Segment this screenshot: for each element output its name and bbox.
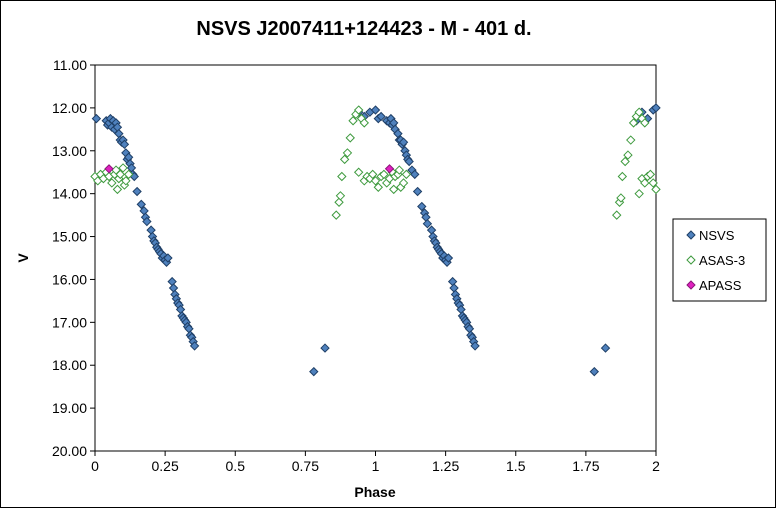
asas-3-point — [617, 171, 628, 182]
asas-3-point — [640, 178, 650, 188]
asas-3-point — [353, 167, 364, 177]
y-tick-label: 12.00 — [52, 100, 87, 116]
plot-area — [94, 64, 657, 452]
asas-3-point — [118, 163, 128, 173]
axis-ticks: 11.00 12.00 13.00 14.00 15.00 16.00 17.00 18.00… — [52, 57, 660, 474]
y-tick-label: 13.00 — [52, 143, 87, 159]
nsvs-point — [142, 216, 152, 227]
nsvs-point — [376, 111, 386, 122]
asas-3-point — [645, 169, 656, 180]
asas-3-point — [331, 210, 341, 220]
asas-3-point — [379, 169, 389, 180]
chart-title: NSVS J2007411+124423 - M - 401 d. — [196, 18, 531, 40]
nsvs-point — [410, 169, 420, 180]
x-tick-label: 1.25 — [432, 458, 459, 474]
asas-3-point — [337, 171, 347, 182]
x-tick-label: 1.5 — [506, 458, 526, 474]
asas-3-point — [628, 118, 639, 128]
nsvs-point — [470, 341, 480, 351]
asas-3-point — [373, 182, 384, 192]
x-tick-label: 0.5 — [226, 458, 246, 474]
y-tick-label: 17.00 — [52, 314, 87, 330]
asas-3-point — [334, 197, 344, 207]
y-tick-label: 19.00 — [52, 400, 87, 416]
nsvs-point — [136, 199, 146, 210]
x-tick-label: 0 — [91, 458, 99, 474]
nsvs-point — [417, 201, 427, 212]
asas-3-point — [345, 133, 355, 143]
nsvs-point — [189, 341, 200, 351]
y-axis-title: V — [15, 253, 31, 263]
y-tick-label: 20.00 — [52, 443, 87, 459]
nsvs-point — [309, 366, 319, 377]
nsvs-point — [91, 113, 102, 124]
asas-3-point — [335, 191, 346, 201]
asas-3-point — [359, 118, 369, 128]
nsvs-point — [398, 137, 409, 147]
nsvs-point — [600, 343, 611, 353]
asas-3-point — [623, 150, 633, 160]
asas-3-point — [648, 178, 658, 188]
nsvs-point — [163, 253, 173, 263]
legend-label-asas-3: ASAS-3 — [699, 253, 745, 268]
x-tick-label: 2 — [652, 458, 660, 474]
asas-3-point — [640, 118, 650, 128]
y-tick-label: 14.00 — [52, 186, 87, 202]
legend-marker-asas-3 — [686, 255, 696, 265]
y-tick-label: 18.00 — [52, 357, 87, 373]
nsvs-point — [651, 103, 661, 113]
asas-3-point — [123, 169, 134, 180]
asas-3-point — [112, 184, 123, 195]
nsvs-point — [320, 343, 330, 353]
legend-marker-nsvs — [686, 230, 696, 240]
y-tick-label: 16.00 — [52, 271, 87, 287]
apass-point — [104, 164, 114, 174]
asas-3-point — [353, 105, 364, 115]
asas-3-point — [620, 156, 630, 167]
legend-marker-apass — [686, 280, 696, 290]
nsvs-point — [404, 156, 414, 167]
asas-3-point — [651, 184, 661, 195]
x-tick-label: 1 — [372, 458, 380, 474]
nsvs-point — [443, 253, 454, 263]
data-points — [90, 103, 661, 377]
asas-3-point — [626, 135, 636, 145]
asas-3-point — [634, 188, 644, 199]
nsvs-point — [119, 139, 130, 150]
asas-3-point — [389, 184, 399, 195]
nsvs-point — [589, 366, 599, 377]
asas-3-point — [616, 193, 626, 203]
apass-point — [384, 164, 395, 174]
asas-3-point — [107, 178, 117, 188]
legend-label-nsvs: NSVS — [699, 228, 735, 243]
nsvs-point — [132, 186, 142, 197]
nsvs-point — [412, 186, 423, 197]
x-axis-title: Phase — [354, 484, 395, 500]
nsvs-point — [370, 105, 381, 115]
x-tick-label: 0.25 — [152, 458, 179, 474]
asas-3-point — [367, 169, 378, 180]
asas-3-point — [634, 107, 644, 117]
asas-3-point — [394, 165, 405, 175]
y-tick-label: 11.00 — [53, 57, 87, 73]
nsvs-point — [422, 218, 433, 229]
legend-label-apass: APASS — [699, 278, 742, 293]
legend: NSVS ASAS-3 APASS — [672, 218, 767, 302]
asas-3-point — [339, 154, 350, 165]
asas-3-point — [398, 178, 409, 188]
x-tick-label: 0.75 — [292, 458, 319, 474]
asas-3-point — [401, 169, 412, 180]
y-tick-label: 15.00 — [52, 229, 87, 245]
asas-3-point — [115, 169, 125, 180]
asas-3-point — [121, 176, 131, 186]
asas-3-point — [612, 210, 622, 220]
x-tick-label: 1.75 — [572, 458, 599, 474]
asas-3-point — [348, 116, 358, 126]
asas-3-point — [342, 148, 353, 158]
asas-3-point — [370, 176, 381, 186]
